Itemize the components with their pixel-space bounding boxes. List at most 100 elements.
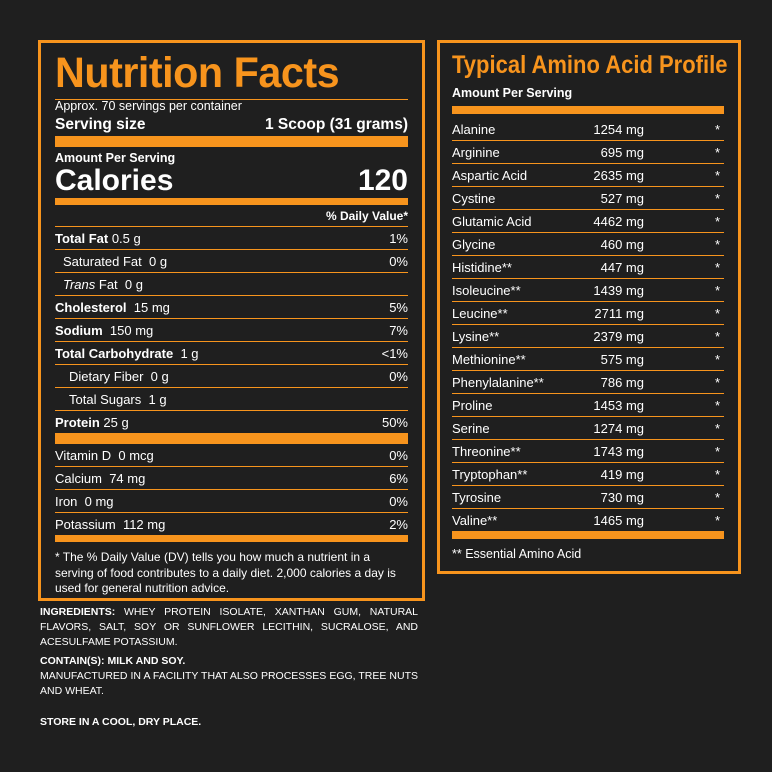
contains-text: CONTAIN(S): MILK AND SOY. bbox=[40, 654, 418, 669]
nutrient-dv: 1% bbox=[389, 230, 408, 246]
nutrient-name: Total Sugars bbox=[69, 391, 142, 407]
storage-label: STORE IN A COOL, DRY PLACE. bbox=[40, 716, 202, 728]
calories-row: Calories 120 bbox=[55, 165, 408, 197]
nutrient-dv: 0% bbox=[389, 253, 408, 269]
amino-row: Arginine 695 mg * bbox=[452, 141, 724, 164]
nutrient-amount: 25 g bbox=[103, 414, 129, 430]
amino-mark: * bbox=[714, 512, 720, 528]
amino-value: 2379 mg bbox=[593, 328, 644, 344]
amino-row: Alanine 1254 mg * bbox=[452, 118, 724, 141]
divider bbox=[55, 99, 408, 100]
amino-value: 1254 mg bbox=[593, 121, 644, 137]
amino-value: 786 mg bbox=[600, 374, 644, 390]
nutrient-amount: 0 g bbox=[149, 253, 168, 269]
thick-divider bbox=[55, 433, 408, 444]
nutrient-list: Total Fat 0.5 g 1% Saturated Fat 0 g 0% … bbox=[55, 227, 408, 433]
amino-name: Arginine bbox=[452, 144, 500, 160]
contains-label: CONTAIN(S): MILK AND SOY. bbox=[40, 655, 186, 667]
vitamin-amount: 74 mg bbox=[109, 470, 146, 486]
amino-mark: * bbox=[714, 144, 720, 160]
amino-name: Glutamic Acid bbox=[452, 213, 532, 229]
amino-mark: * bbox=[714, 213, 720, 229]
amino-mark: * bbox=[714, 351, 720, 367]
thick-divider bbox=[452, 106, 724, 114]
nutrient-amount: 0 g bbox=[150, 368, 169, 384]
nutrient-amount: 0 g bbox=[124, 276, 143, 292]
amino-amount-per-serving: Amount Per Serving bbox=[452, 86, 573, 100]
vitamin-name: Iron bbox=[55, 493, 78, 509]
amino-value: 2711 mg bbox=[594, 305, 644, 321]
vitamin-amount: 0 mg bbox=[84, 493, 114, 509]
calories-label: Calories bbox=[55, 164, 174, 197]
amino-row: Tryptophan** 419 mg * bbox=[452, 463, 724, 486]
amino-row: Tyrosine 730 mg * bbox=[452, 486, 724, 509]
amino-row: Valine** 1465 mg * bbox=[452, 509, 724, 531]
nutrient-dv: 5% bbox=[389, 299, 408, 315]
serving-size-row: Serving size 1 Scoop (31 grams) bbox=[55, 114, 408, 136]
nutrient-row-sodium: Sodium 150 mg 7% bbox=[55, 319, 408, 342]
amino-name: Isoleucine** bbox=[452, 282, 521, 298]
vitamin-name: Potassium bbox=[55, 516, 116, 532]
servings-note: Approx. 70 servings per container bbox=[55, 99, 242, 113]
amino-row: Leucine** 2711 mg * bbox=[452, 302, 724, 325]
amino-row: Phenylalanine** 786 mg * bbox=[452, 371, 724, 394]
amino-value: 527 mg bbox=[600, 190, 644, 206]
amino-row: Glycine 460 mg * bbox=[452, 233, 724, 256]
amino-name: Valine** bbox=[452, 512, 498, 528]
nutrient-amount: 1 g bbox=[148, 391, 167, 407]
amino-name: Phenylalanine** bbox=[452, 374, 544, 390]
amino-value: 2635 mg bbox=[593, 167, 644, 183]
amino-name: Serine bbox=[452, 420, 490, 436]
amino-row: Cystine 527 mg * bbox=[452, 187, 724, 210]
amino-value: 575 mg bbox=[600, 351, 644, 367]
amino-mark: * bbox=[714, 420, 720, 436]
amino-value: 1743 mg bbox=[593, 443, 644, 459]
amino-row: Threonine** 1743 mg * bbox=[452, 440, 724, 463]
nutrient-row-trans-fat: Trans Fat 0 g bbox=[55, 273, 408, 296]
thick-divider bbox=[452, 531, 724, 539]
nutrient-amount: 1 g bbox=[180, 345, 199, 361]
nutrient-name: Saturated Fat bbox=[63, 253, 142, 269]
amino-name: Histidine** bbox=[452, 259, 512, 275]
vitamin-amount: 112 mg bbox=[122, 516, 166, 532]
serving-size-value: 1 Scoop (31 grams) bbox=[265, 116, 408, 133]
nutrient-row-total-sugars: Total Sugars 1 g bbox=[55, 388, 408, 411]
vitamin-name: Calcium bbox=[55, 470, 102, 486]
vitamin-row-calcium: Calcium 74 mg 6% bbox=[55, 467, 408, 490]
amino-row: Lysine** 2379 mg * bbox=[452, 325, 724, 348]
amino-mark: * bbox=[714, 121, 720, 137]
amino-value: 1439 mg bbox=[593, 282, 644, 298]
nutrient-row-saturated-fat: Saturated Fat 0 g 0% bbox=[55, 250, 408, 273]
nutrient-amount: 150 mg bbox=[109, 322, 154, 338]
amino-row: Histidine** 447 mg * bbox=[452, 256, 724, 279]
nutrient-dv: 7% bbox=[389, 322, 408, 338]
vitamin-row-iron: Iron 0 mg 0% bbox=[55, 490, 408, 513]
vitamin-list: Vitamin D 0 mcg 0% Calcium 74 mg 6% Iron… bbox=[55, 444, 408, 535]
amino-name: Proline bbox=[452, 397, 493, 413]
nutrient-row-protein: Protein 25 g 50% bbox=[55, 411, 408, 433]
amino-name: Tyrosine bbox=[452, 489, 502, 505]
amino-name: Alanine bbox=[452, 121, 496, 137]
spacer bbox=[40, 699, 418, 715]
amino-acid-panel: Typical Amino Acid Profile Amount Per Se… bbox=[437, 40, 741, 574]
facility-text: MANUFACTURED IN A FACILITY THAT ALSO PRO… bbox=[40, 670, 418, 697]
amino-name: Glycine bbox=[452, 236, 496, 252]
amino-footnote: ** Essential Amino Acid bbox=[452, 547, 582, 561]
vitamin-dv: 0% bbox=[389, 447, 408, 463]
daily-value-footnote: * The % Daily Value (DV) tells you how m… bbox=[55, 550, 396, 595]
vitamin-amount: 0 mcg bbox=[118, 447, 154, 463]
ingredients-label: INGREDIENTS: bbox=[40, 606, 116, 618]
storage-text: STORE IN A COOL, DRY PLACE. bbox=[40, 715, 418, 730]
amino-name: Methionine** bbox=[452, 351, 526, 367]
nutrient-row-cholesterol: Cholesterol 15 mg 5% bbox=[55, 296, 408, 319]
amino-name: Tryptophan** bbox=[452, 466, 528, 482]
nutrient-dv: 50% bbox=[381, 414, 408, 430]
nutrient-amount: 15 mg bbox=[133, 299, 170, 315]
amino-row: Aspartic Acid 2635 mg * bbox=[452, 164, 724, 187]
amino-mark: * bbox=[714, 374, 720, 390]
serving-size-label: Serving size bbox=[55, 116, 146, 133]
amino-mark: * bbox=[714, 466, 720, 482]
amino-row: Proline 1453 mg * bbox=[452, 394, 724, 417]
ingredients-text: INGREDIENTS: WHEY PROTEIN ISOLATE, XANTH… bbox=[40, 605, 418, 650]
amino-mark: * bbox=[714, 443, 720, 459]
